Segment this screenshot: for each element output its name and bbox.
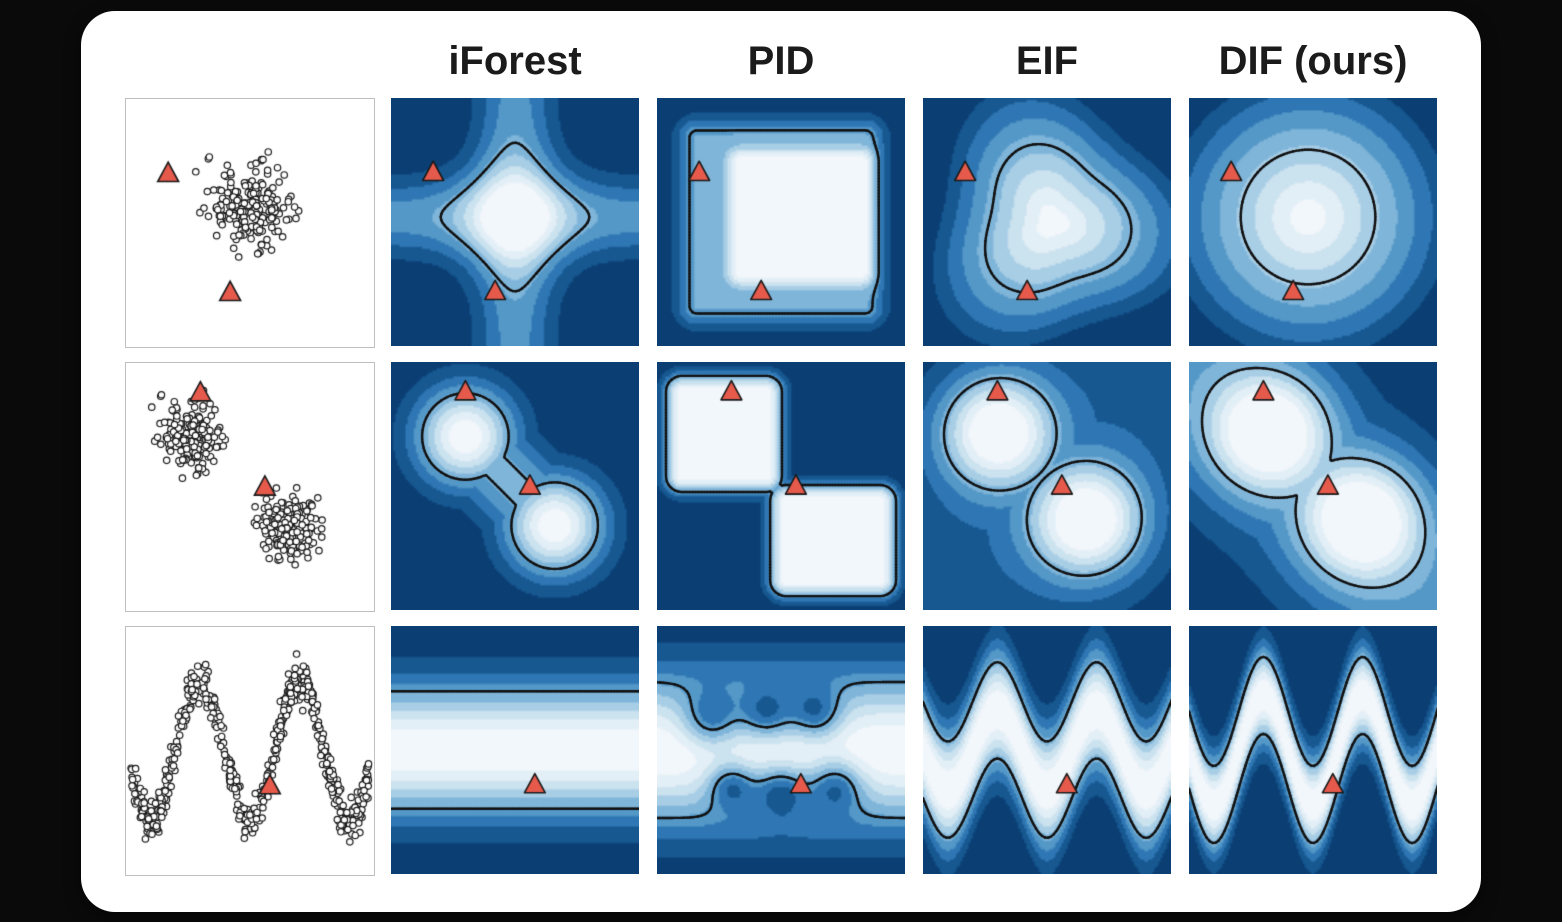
panel-single_blob-eif [923, 98, 1171, 346]
panel-two_blobs-eif [923, 362, 1171, 610]
panel-single_blob-iforest [391, 98, 639, 346]
panel-sine_wave-pid [657, 626, 905, 874]
panel-sine_wave-iforest [391, 626, 639, 874]
panel-sine_wave-dif [1189, 626, 1437, 874]
column-header-iforest: iForest [391, 39, 639, 84]
panel-single_blob-pid [657, 98, 905, 346]
panel-two_blobs-pid [657, 362, 905, 610]
scatter-single_blob [125, 98, 375, 348]
scatter-two_blobs [125, 362, 375, 612]
column-header-dif-ours: DIF (ours) [1189, 39, 1437, 84]
column-header-pid: PID [657, 39, 905, 84]
scatter-sine_wave [125, 626, 375, 876]
panel-two_blobs-iforest [391, 362, 639, 610]
figure-card: iForest PID EIF DIF (ours) [81, 11, 1481, 912]
figure-grid: iForest PID EIF DIF (ours) [125, 39, 1437, 876]
panel-two_blobs-dif [1189, 362, 1437, 610]
column-header-eif: EIF [923, 39, 1171, 84]
panel-sine_wave-eif [923, 626, 1171, 874]
panel-single_blob-dif [1189, 98, 1437, 346]
